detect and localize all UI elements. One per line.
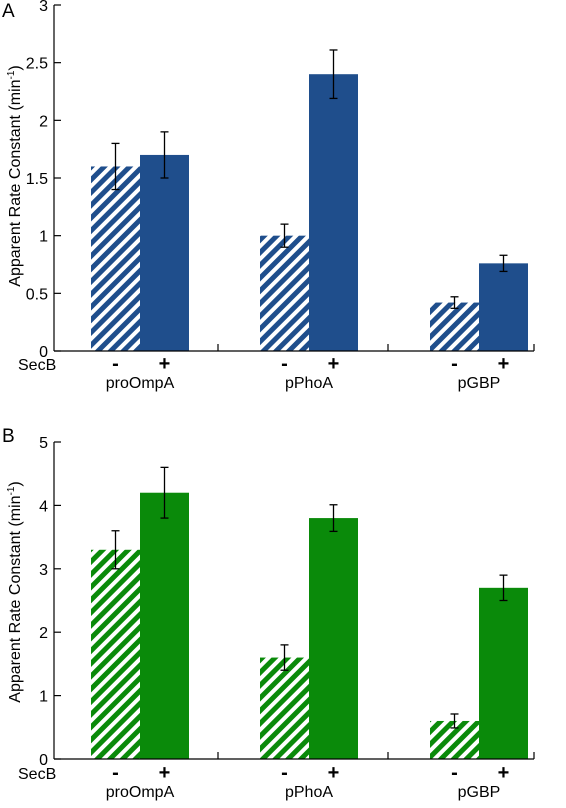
panel-b-x-axis — [54, 752, 535, 760]
panel-b-bar-proOmpA-minus — [91, 549, 140, 759]
panel-b-y-tick-label: 1 — [39, 689, 48, 706]
panel-b-error-bar — [280, 644, 289, 671]
panel-a-label: A — [2, 1, 15, 22]
panel-a-category-labels: proOmpA pPhoA pGBP — [106, 375, 501, 392]
panel-a-y-tick-label: 3 — [39, 0, 48, 15]
panel-b-secb-label: SecB — [18, 766, 56, 783]
panel-a-bar-pPhoA-minus — [260, 235, 309, 351]
panel-b-bar-pGBP-plus — [479, 587, 528, 759]
panel-b-y-tick-label: 2 — [39, 625, 48, 642]
panel-b-y-axis-title-main: Apparent Rate Constant (min — [7, 496, 24, 703]
panel-b-error-bar — [499, 574, 508, 602]
panel-b-y-axis-title-sup: -1 — [6, 486, 17, 495]
panel-a-x-axis — [54, 344, 535, 352]
panel-a-y-tick-label: 2 — [39, 113, 48, 130]
panel-a-error-bar — [329, 49, 338, 100]
panel-a-condition-label: + — [498, 353, 510, 375]
panel-a-condition-label: + — [159, 353, 171, 375]
panel-b-y-tick-label: 5 — [39, 435, 48, 452]
panel-b-condition-label: - — [112, 762, 119, 784]
panel-a-category-label: pPhoA — [285, 375, 333, 392]
panel-a-bar-pGBP-minus — [430, 302, 479, 351]
panel-a-condition-labels: - + - + - + — [112, 353, 509, 375]
panel-a-bars — [91, 74, 528, 351]
panel-a-secb-label: SecB — [18, 357, 56, 374]
panel-b-category-label: pGBP — [458, 784, 501, 801]
panel-a-y-tick-label: 1.5 — [26, 171, 48, 188]
panel-b-condition-labels: - + - + - + — [112, 762, 509, 784]
panel-b-y-tick-label: 4 — [39, 498, 48, 515]
panel-b-error-bar — [160, 466, 169, 519]
panel-b-bar-pPhoA-plus — [309, 518, 358, 759]
panel-b-error-bar — [111, 530, 120, 570]
panel-a-condition-label: + — [328, 353, 340, 375]
panel-a-y-tick-label: 0.5 — [26, 286, 48, 303]
panel-a-y-ticks: 0 0.5 1 1.5 2 2.5 3 — [26, 0, 61, 361]
panel-a-y-axis-title-main: Apparent Rate Constant (min — [7, 80, 24, 287]
panel-a-category-label: proOmpA — [106, 375, 175, 392]
panel-b-category-labels: proOmpA pPhoA pGBP — [106, 784, 501, 801]
panel-b-label: B — [2, 426, 15, 447]
panel-a-y-axis-title: Apparent Rate Constant (min-1) — [6, 65, 24, 286]
panel-a-y-axis-title-sup: -1 — [6, 70, 17, 79]
panel-a-bar-pGBP-plus — [479, 263, 528, 351]
panel-a-error-bar — [280, 223, 289, 248]
panel-a-y-tick-label: 0 — [39, 344, 48, 361]
panel-b-bar-pPhoA-minus — [260, 657, 309, 759]
panel-a-error-bar — [160, 131, 169, 179]
panel-b-condition-label: + — [498, 762, 510, 784]
panel-a-y-tick-label: 1 — [39, 229, 48, 246]
panel-b-y-ticks: 0 1 2 3 4 5 — [39, 435, 61, 769]
panel-b-condition-label: - — [281, 762, 288, 784]
panel-a-error-bar — [450, 296, 459, 309]
panel-a-y-axis-title-close: ) — [7, 65, 24, 70]
panel-b-error-bars — [111, 466, 508, 729]
panel-b-condition-label: + — [159, 762, 171, 784]
panel-a-condition-label: - — [451, 353, 458, 375]
panel-b-y-tick-label: 3 — [39, 562, 48, 579]
panel-a-bar-pPhoA-plus — [309, 74, 358, 351]
panel-b-bars — [91, 492, 528, 759]
panel-a-y-tick-label: 2.5 — [26, 56, 48, 73]
panel-b-y-axis-title: Apparent Rate Constant (min-1) — [6, 481, 24, 702]
panel-a-bar-proOmpA-plus — [140, 154, 189, 351]
panel-b-y-tick-label: 0 — [39, 752, 48, 769]
panel-a-condition-label: - — [112, 353, 119, 375]
panel-a-condition-label: - — [281, 353, 288, 375]
panel-a-error-bar — [111, 142, 120, 191]
panel-a-category-label: pGBP — [458, 375, 501, 392]
panel-a-bar-proOmpA-minus — [91, 166, 140, 351]
panel-b-error-bar — [329, 504, 338, 533]
panel-b-category-label: proOmpA — [106, 784, 175, 801]
panel-b-condition-label: - — [451, 762, 458, 784]
panel-b-condition-label: + — [328, 762, 340, 784]
panel-a-error-bars — [111, 49, 508, 309]
panel-a-error-bar — [499, 254, 508, 273]
panel-a: A Apparent Rate Constant (min-1) 0 0.5 1 1.… — [2, 0, 535, 392]
panel-b-error-bar — [450, 713, 459, 729]
panel-b: B Apparent Rate Constant (min-1) 012345 … — [2, 426, 535, 801]
panel-b-category-label: pPhoA — [285, 784, 333, 801]
panel-b-bar-proOmpA-plus — [140, 492, 189, 759]
panel-b-y-axis-title-close: ) — [7, 481, 24, 486]
